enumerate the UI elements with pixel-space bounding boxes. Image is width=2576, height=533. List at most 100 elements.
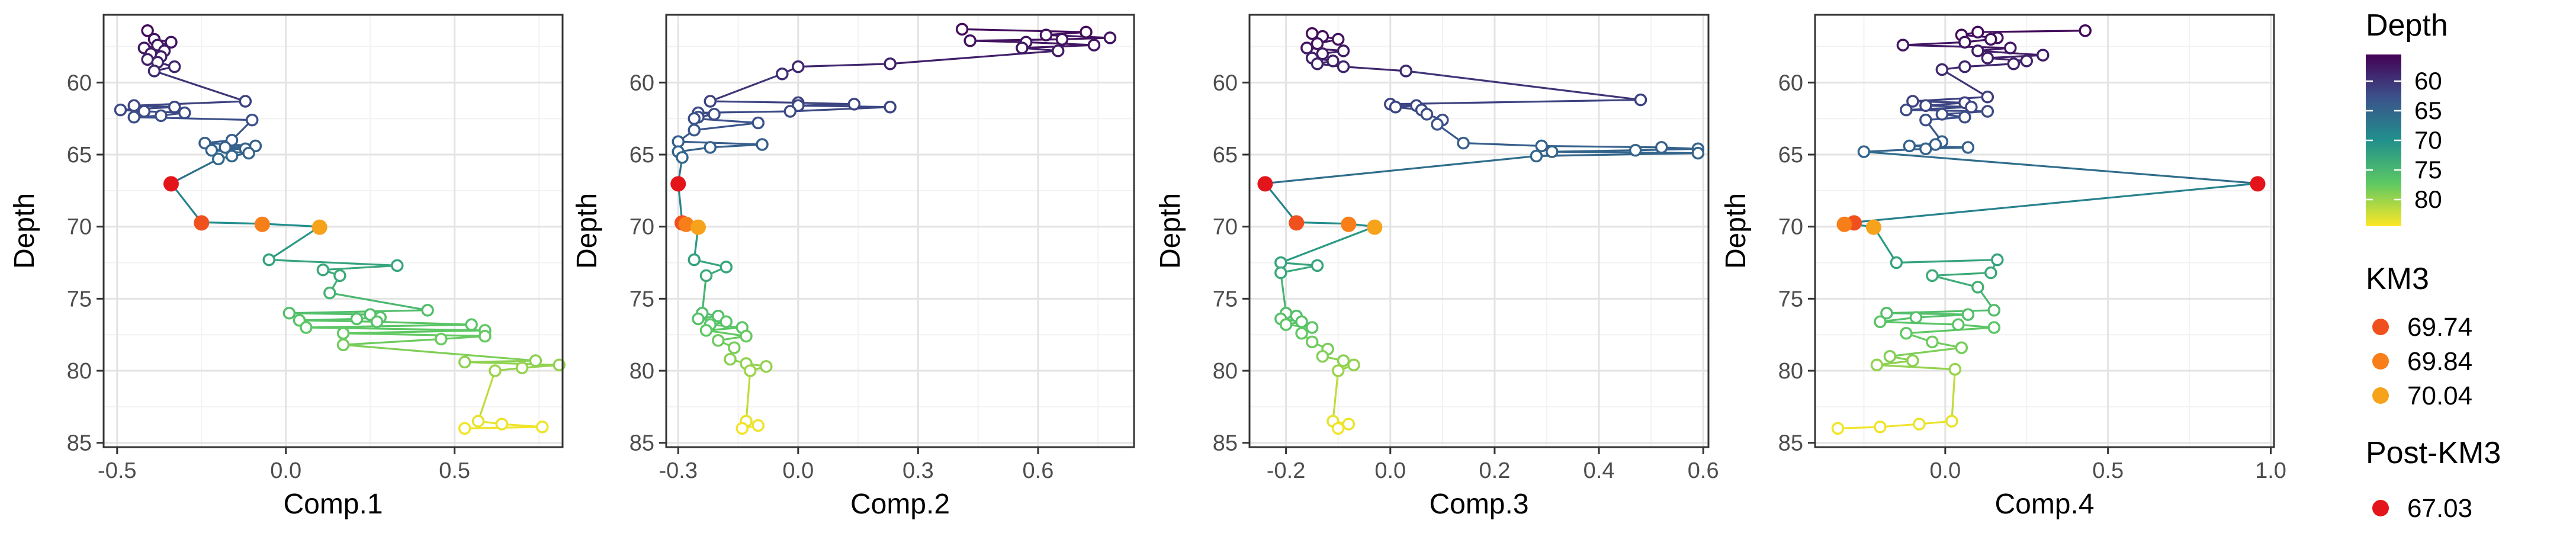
plot-frame [665,14,1135,448]
series-line-segment [1389,98,1642,105]
series-line-segment [322,264,399,271]
series-line-segment [342,329,486,335]
post-km3-legend-key [2372,500,2389,516]
series-line-segment [1264,182,1297,223]
data-point [1305,321,1319,334]
data-point [1420,108,1434,121]
plot-frame [1248,14,1710,448]
data-point [2020,54,2034,68]
data-point [1831,422,1845,435]
data-point [262,253,275,266]
series-line-segment [693,117,759,124]
data-point [1874,315,1887,329]
data-point [1311,259,1324,272]
km3-legend-entries: 69.74 69.84 70.04 [2372,313,2472,410]
y-tick-label: 75 [1213,287,1238,312]
series-line-segment [1902,44,2012,49]
series-line-segment [1540,145,1663,149]
data-point [1971,281,1984,294]
data-point [1896,38,1910,52]
data-point [205,143,219,157]
data-point [336,327,350,340]
data-point [114,103,127,117]
x-tick-label: 1.0 [2255,458,2286,483]
data-point [489,364,502,377]
series-line-segment [342,338,442,346]
series-line-segment [1879,320,1960,326]
data-point [740,329,753,343]
series-line-segment [693,121,759,131]
y-tick-label: 60 [629,70,654,95]
data-point [282,306,296,320]
data-point [735,422,749,435]
series-line-segment [170,158,220,185]
data-point [1971,25,1984,38]
data-point [1935,108,1949,121]
data-point [1629,143,1642,157]
series-line-segment [1862,147,1927,153]
km3-legend-key [2372,319,2389,335]
data-point [1337,354,1350,367]
data-point [1305,27,1319,40]
data-point [1952,318,1965,331]
data-point [1389,100,1402,114]
data-point [1870,358,1884,372]
data-point [1016,41,1029,54]
series-line-segment [464,361,560,366]
plot-background [1250,15,1708,447]
data-point [1919,99,1932,113]
series-line-segment [677,140,763,146]
data-point [2079,24,2092,37]
data-point [1987,304,2001,317]
data-point [300,321,313,334]
data-point [127,111,141,124]
chart-panel-1: -0.5 0.0 0.5 60 65 70 75 80 85 Comp.1 Depth [9,14,566,520]
colorbar-title: Depth [2366,8,2448,43]
post-km3-legend-title: Post-KM3 [2366,436,2501,470]
data-point [165,36,178,49]
colorbar-tick-label: 75 [2414,156,2442,184]
plot-frame [102,14,564,448]
y-tick-label: 85 [1213,431,1238,456]
data-point [536,420,549,434]
x-axis-title: Comp.2 [850,489,950,520]
y-tick-label: 80 [67,359,92,384]
data-point [350,312,364,326]
data-point [1955,341,1968,354]
data-point [1087,38,1101,52]
data-point [963,34,977,47]
data-point [1295,315,1308,329]
data-point [2004,41,2017,54]
data-point [1457,136,1470,150]
data-point [1987,321,2001,334]
series-line-segment [1836,426,1881,429]
data-point [141,24,154,37]
series-line-segment [153,70,246,102]
data-point [712,334,725,347]
data-point [1316,47,1329,60]
data-point [147,65,161,78]
data-point [2037,49,2050,62]
data-point [391,259,404,272]
data-point [1311,57,1324,70]
x-tick-label: 0.6 [1688,458,1719,483]
data-point [704,95,717,108]
series-line-segment [1886,312,1969,316]
data-point [1039,28,1053,41]
y-tick-label: 70 [1213,215,1238,240]
plot-background [666,15,1134,447]
km3-legend-key [2372,387,2389,404]
post-km3-legend-entries: 67.03 [2372,494,2472,523]
data-point [1331,33,1345,46]
post-km3-point [163,176,179,192]
x-tick-label: 0.0 [1374,458,1406,483]
data-point [141,53,154,66]
data-point [699,269,713,282]
data-point [751,419,765,432]
y-tick-label: 70 [629,215,654,240]
series-line-segment [1853,182,2259,223]
data-point [137,105,151,118]
data-point [884,57,897,70]
data-point [178,106,191,120]
